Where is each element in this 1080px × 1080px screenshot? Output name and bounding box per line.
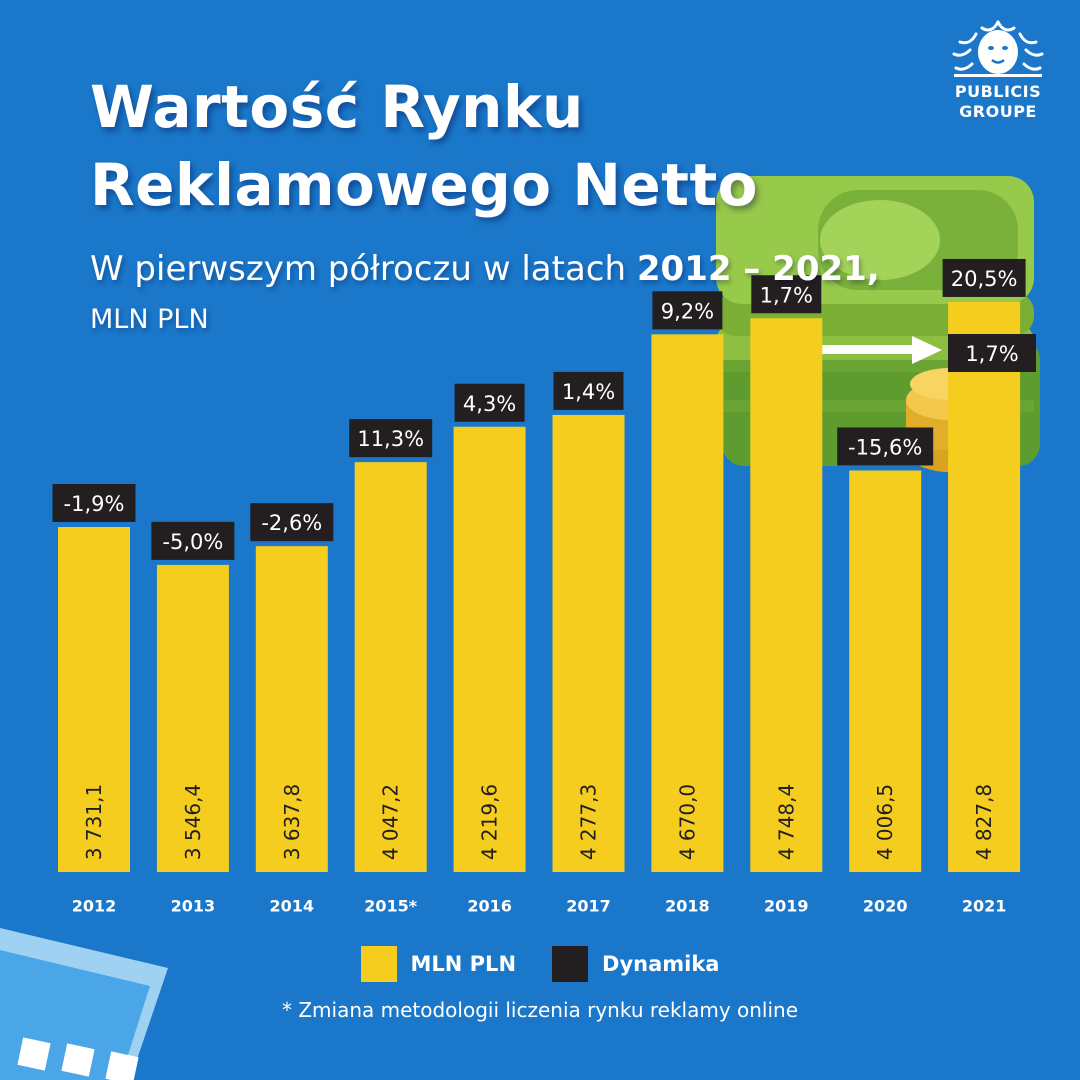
dynamics-label-box [751, 275, 822, 314]
chart-legend: MLN PLN Dynamika [0, 946, 1080, 982]
bar-7 [750, 318, 823, 873]
callout-label: 1,7% [965, 342, 1018, 366]
x-tick-label: 2012 [72, 897, 117, 916]
legend-label: MLN PLN [410, 952, 517, 976]
bar-value-label: 4 277,3 [577, 784, 601, 860]
legend-swatch-yellow [360, 946, 397, 982]
bar-5 [552, 414, 625, 872]
x-tick-label: 2014 [270, 897, 315, 916]
logo-line-1: PUBLICIS [954, 82, 1042, 101]
dynamics-label-box [349, 419, 433, 458]
bar-value-label: 4 827,8 [972, 784, 996, 860]
x-tick-label: 2018 [665, 897, 710, 916]
dynamics-label: -2,6% [261, 511, 322, 535]
dynamics-label-box [837, 427, 934, 466]
x-tick-label: 2017 [566, 897, 611, 916]
unit-label: MLN PLN [90, 304, 209, 335]
dynamics-label-box [52, 484, 136, 522]
dynamics-label-box [250, 503, 334, 542]
dynamics-label: 20,5% [951, 267, 1018, 291]
bar-6 [651, 334, 724, 872]
legend-item-dynamika: Dynamika [552, 946, 719, 982]
x-tick-label: 2020 [863, 897, 908, 916]
dynamics-label: 9,2% [661, 299, 714, 323]
bar-value-label: 3 546,4 [181, 784, 205, 860]
legend-label: Dynamika [602, 952, 720, 976]
title-line-1: Wartość Rynku [90, 73, 584, 141]
x-tick-label: 2013 [171, 897, 216, 916]
dynamics-label: 1,7% [760, 283, 813, 307]
x-tick-label: 2019 [764, 897, 809, 916]
bar-3 [354, 462, 427, 872]
dynamics-label-box [652, 291, 723, 330]
bar-8 [849, 470, 922, 872]
bar-value-label: 4 748,4 [774, 784, 798, 860]
legend-swatch-black [552, 946, 589, 982]
dynamics-label: 1,4% [562, 380, 615, 404]
bar-2 [255, 546, 328, 872]
dynamics-label: 11,3% [357, 427, 424, 451]
dynamics-label: -1,9% [64, 492, 125, 516]
dynamics-label-box [151, 521, 235, 560]
bar-value-label: 4 006,5 [873, 784, 897, 860]
x-tick-label: 2015* [364, 897, 418, 916]
callout-box [948, 334, 1036, 372]
chart-subtitle: W pierwszym półroczu w latach 2012 – 202… [90, 246, 880, 292]
subtitle-years: 2012 – 2021, [636, 249, 880, 289]
dynamics-label: -15,6% [848, 435, 922, 459]
calculator-icon [0, 928, 168, 1080]
chart-title: Wartość Rynku Reklamowego Netto [90, 68, 758, 224]
lion-head-icon [952, 20, 1044, 77]
dynamics-label-box [553, 371, 624, 410]
logo-line-2: GROUPE [959, 102, 1037, 121]
dynamics-label-box [942, 258, 1026, 297]
bar-1 [156, 564, 229, 872]
dynamics-label: 4,3% [463, 392, 516, 416]
footnote: * Zmiana metodologii liczenia rynku rekl… [281, 998, 799, 1022]
bar-0 [58, 527, 130, 872]
x-tick-label: 2016 [467, 897, 512, 916]
publicis-logo: PUBLICIS GROUPE [938, 16, 1058, 122]
bar-value-label: 3 731,1 [82, 784, 106, 860]
bar-value-label: 4 219,6 [478, 784, 502, 860]
trend-arrow-icon [766, 336, 942, 364]
bar-value-label: 4 047,2 [379, 784, 403, 860]
bar-4 [453, 426, 526, 872]
dynamics-label: -5,0% [162, 530, 223, 554]
legend-item-mln-pln: MLN PLN [360, 946, 517, 982]
bar-value-label: 3 637,8 [280, 784, 304, 860]
subtitle-prefix: W pierwszym półroczu w latach [90, 249, 627, 289]
dynamics-label-box [454, 383, 525, 422]
bar-9 [948, 301, 1021, 872]
bar-value-label: 4 670,0 [675, 784, 699, 860]
x-tick-label: 2021 [962, 897, 1007, 916]
title-line-2: Reklamowego Netto [90, 151, 759, 219]
